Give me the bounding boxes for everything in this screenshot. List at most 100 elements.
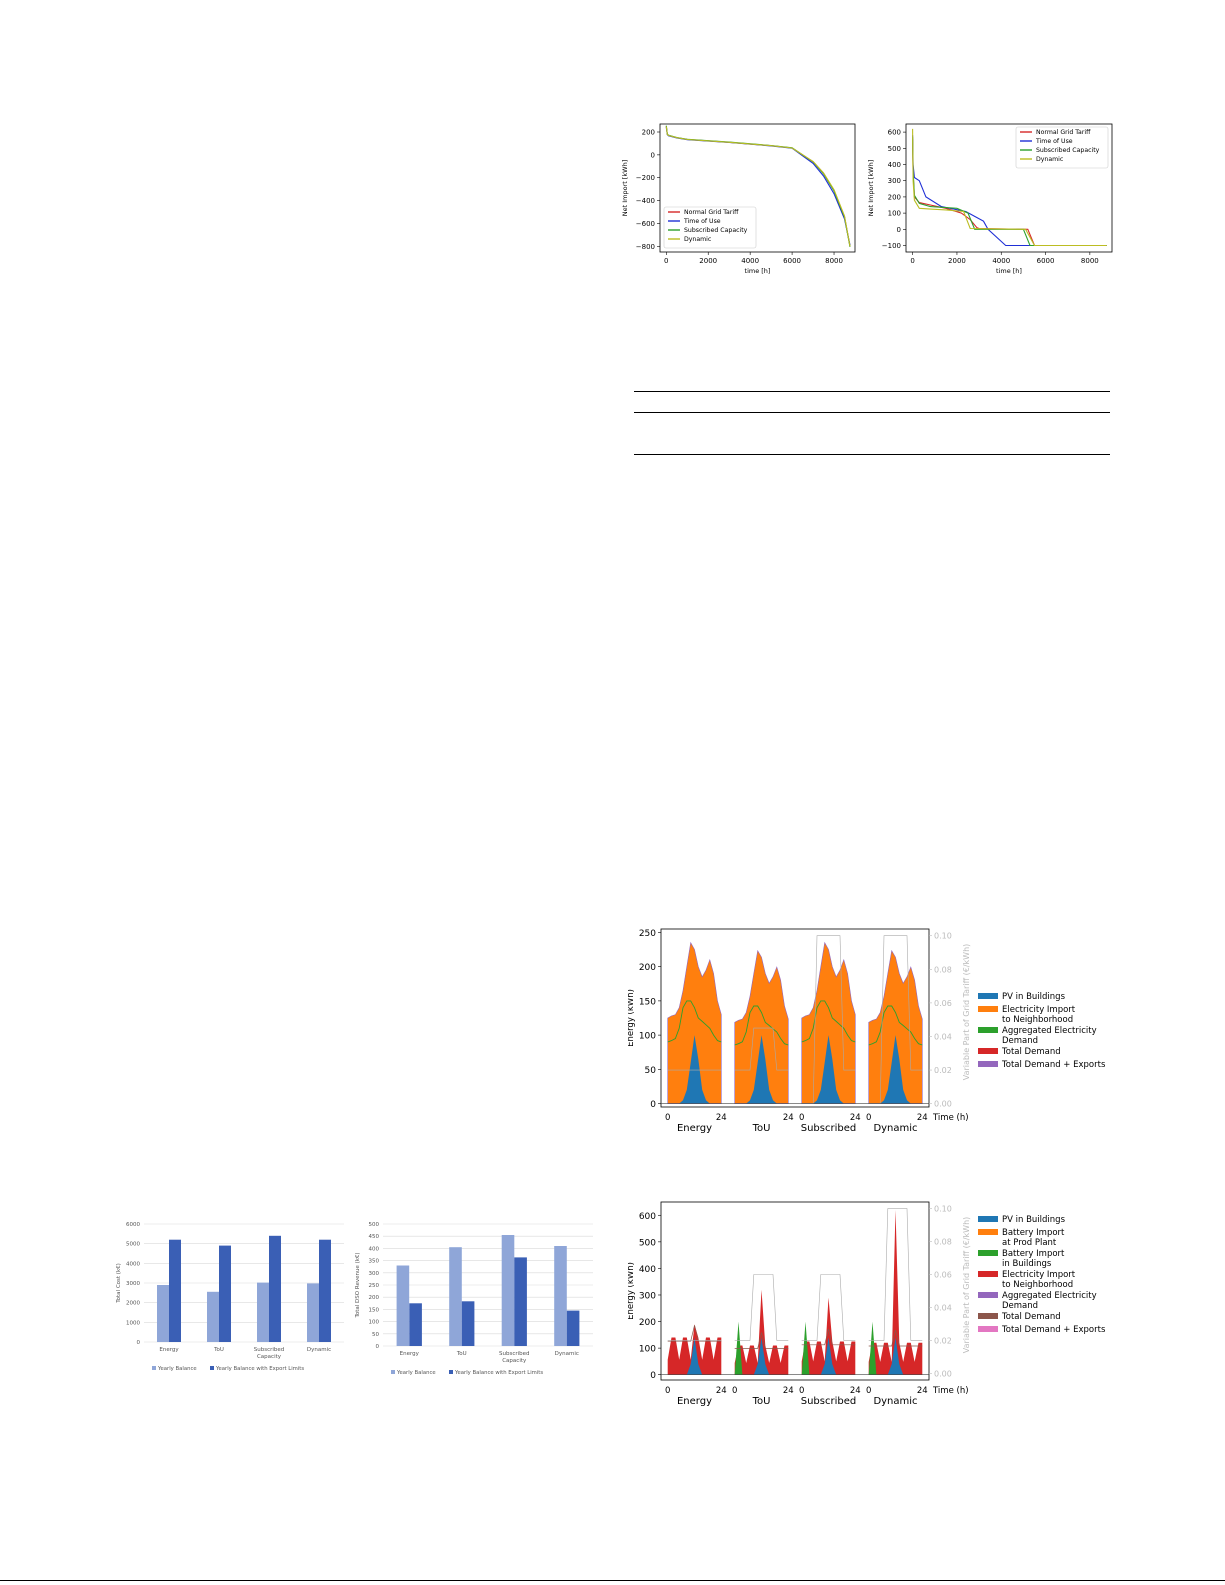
legend-label: PV in Buildings — [1002, 992, 1066, 1002]
x-tick-label: 0 — [799, 1113, 804, 1123]
line-total-demand — [801, 1328, 856, 1346]
category-label: ToU — [213, 1347, 224, 1353]
line-tariff — [868, 1208, 923, 1341]
legend-label: Normal Grid Tariff — [684, 209, 739, 216]
y-axis-label: Total DSO Revenue (k€) — [355, 1252, 361, 1318]
y2-tick-label: 0.10 — [934, 1205, 952, 1214]
x-axis-label: time [h] — [996, 267, 1022, 275]
category-label: Dynamic — [307, 1347, 331, 1353]
bar-cost-chart: 0 1000 2000 3000 4000 5000 6000 Total Cost (k€)… — [116, 1222, 344, 1372]
y-tick-label: 3000 — [126, 1281, 140, 1287]
category-label: Subscribed — [254, 1347, 285, 1353]
x-tick-label: 6000 — [783, 257, 801, 265]
figure-bar-revenue: 0 50 100 150 200 250 300 350 400 450 500 Total DSO … — [355, 1218, 595, 1388]
legend-label: Total Demand + Exports — [1001, 1325, 1106, 1335]
area-pv — [734, 1035, 789, 1104]
x-tick-label: 2000 — [699, 257, 717, 265]
x-tick-label: 0 — [665, 1113, 670, 1123]
y-tick-label: −600 — [636, 220, 655, 228]
y-tick-label: 4000 — [126, 1261, 140, 1267]
group-label: ToU — [752, 1123, 771, 1134]
area-pv — [686, 1337, 703, 1375]
line-aggregated — [801, 1000, 856, 1043]
legend-swatch — [978, 1326, 998, 1332]
x-tick-label: 8000 — [825, 257, 843, 265]
x-tick-label: 24 — [850, 1113, 861, 1123]
legend-label: Yearly Balance — [396, 1370, 436, 1376]
y-tick-label: 2000 — [126, 1301, 140, 1307]
line-aggregated — [734, 1005, 789, 1046]
y-tick-label: 300 — [888, 177, 901, 185]
y-tick-label: −100 — [882, 242, 901, 250]
category-label: Dynamic — [555, 1351, 579, 1357]
bar — [396, 1265, 410, 1346]
group-label: Subscribed — [801, 1396, 856, 1407]
area-import — [734, 1289, 789, 1375]
category-label: Subscribed — [499, 1351, 530, 1357]
figure-daily-top: 0 50 100 150 200 250 0.00 0.02 0.04 0.06 0.08 0.10 E… — [628, 925, 1118, 1143]
y2-tick-label: 0.04 — [934, 1032, 952, 1041]
legend-swatch — [978, 1216, 998, 1222]
area-pv — [753, 1337, 770, 1375]
x-tick-label: 24 — [783, 1386, 794, 1396]
y-tick-label: 200 — [369, 1295, 380, 1301]
category-label: Capacity — [502, 1358, 527, 1364]
legend-label: Aggregated Electricity — [1002, 1026, 1097, 1036]
y2-axis-label: Variable Part of Grid Tariff (€/kWh) — [962, 944, 971, 1081]
y2-tick-label: 0.08 — [934, 965, 952, 974]
y-tick-label: 200 — [639, 1318, 656, 1328]
legend-label: Electricity Import — [1002, 1005, 1076, 1015]
y-tick-label: 100 — [639, 1032, 656, 1042]
bar — [157, 1285, 169, 1342]
bar-revenue-chart: 0 50 100 150 200 250 300 350 400 450 500 Total DSO … — [355, 1222, 593, 1376]
y-tick-label: 400 — [888, 161, 901, 169]
y-tick-label: 600 — [639, 1212, 656, 1222]
category-label: Energy — [159, 1347, 179, 1353]
legend-label: Total Demand — [1001, 1047, 1061, 1057]
line-aggregated — [667, 1000, 722, 1043]
group-label: ToU — [752, 1396, 771, 1407]
bar — [449, 1247, 462, 1346]
x-tick-label: 0 — [866, 1113, 871, 1123]
y2-tick-label: 0.00 — [934, 1369, 952, 1378]
area-pv — [868, 1035, 923, 1104]
legend-label: Demand — [1002, 1301, 1038, 1311]
y-tick-label: 150 — [639, 997, 656, 1007]
y2-tick-label: 0.00 — [934, 1100, 952, 1109]
table-mid-rule — [634, 412, 1110, 413]
bar — [319, 1239, 331, 1342]
y-tick-label: 0 — [651, 151, 655, 159]
category-label: ToU — [456, 1351, 467, 1357]
y2-tick-label: 0.06 — [934, 999, 952, 1008]
legend-label: Dynamic — [684, 236, 712, 243]
figure-duration-left: 0 2000 4000 6000 8000 200 0 −200 −400 −600 −800 tim… — [620, 118, 865, 283]
legend-label: Subscribed Capacity — [1036, 147, 1100, 154]
y-tick-label: 0 — [897, 226, 901, 234]
legend-label: Total Demand + Exports — [1001, 1060, 1106, 1070]
y-tick-label: 50 — [645, 1066, 657, 1076]
legend-swatch — [449, 1370, 453, 1374]
y2-axis-label: Variable Part of Grid Tariff (€/kWh) — [962, 1217, 971, 1354]
area-pv — [887, 1337, 904, 1375]
series-line — [665, 126, 851, 247]
legend-swatch — [978, 1006, 998, 1012]
plot-frame — [660, 928, 930, 1108]
area-battery-buildings — [868, 1321, 877, 1375]
legend-swatch — [391, 1370, 395, 1374]
y2-tick-label: 0.06 — [934, 1271, 952, 1280]
group-label: Dynamic — [873, 1396, 917, 1407]
line-aggregated — [868, 1005, 923, 1046]
legend-label: Yearly Balance with Export Limits — [215, 1366, 304, 1372]
y-tick-label: 200 — [642, 129, 655, 137]
x-tick-label: 8000 — [1081, 257, 1099, 265]
x-tick-label: 4000 — [741, 257, 759, 265]
bar — [207, 1291, 219, 1342]
page-footer-rule — [0, 1580, 1225, 1581]
y-tick-label: 100 — [639, 1345, 656, 1355]
bar — [566, 1310, 580, 1346]
table-bottom-rule — [634, 454, 1110, 455]
time-axis-label: Time (h) — [932, 1386, 969, 1396]
area-import — [667, 941, 722, 1104]
area-import — [868, 949, 923, 1104]
y-tick-label: 300 — [639, 1291, 656, 1301]
